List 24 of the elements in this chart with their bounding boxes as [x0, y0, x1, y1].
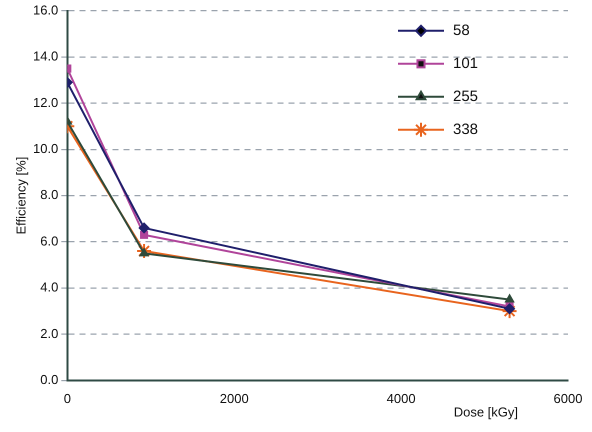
point	[504, 303, 516, 314]
legend-label: 338	[453, 120, 478, 138]
y-axis-title: Efficiency [%]	[14, 156, 29, 234]
point	[139, 248, 149, 256]
y-tick-label: 12.0	[32, 94, 58, 110]
point	[504, 294, 514, 303]
x-tick-label: 2000	[220, 390, 249, 406]
point	[138, 222, 150, 234]
legend-label: 101	[453, 54, 478, 72]
x-tick-label: 6000	[554, 390, 582, 406]
x-axis-title: Dose [kGy]	[454, 404, 518, 420]
y-tick-label: 6.0	[40, 233, 58, 248]
y-tick-label: 10.0	[32, 140, 58, 156]
y-tick-label: 4.0	[40, 280, 58, 295]
y-tick-label: 16.0	[32, 2, 58, 18]
legend-label: 255	[453, 88, 478, 105]
x-tick-label: 0	[64, 390, 71, 406]
legend-label: 58	[453, 22, 470, 39]
point	[136, 243, 152, 260]
x-tick-label: 4000	[386, 390, 416, 406]
y-tick-label: 0.0	[40, 372, 58, 387]
y-tick-label: 8.0	[40, 187, 58, 202]
y-tick-label: 2.0	[40, 326, 58, 341]
y-tick-label: 14.0	[32, 48, 58, 64]
